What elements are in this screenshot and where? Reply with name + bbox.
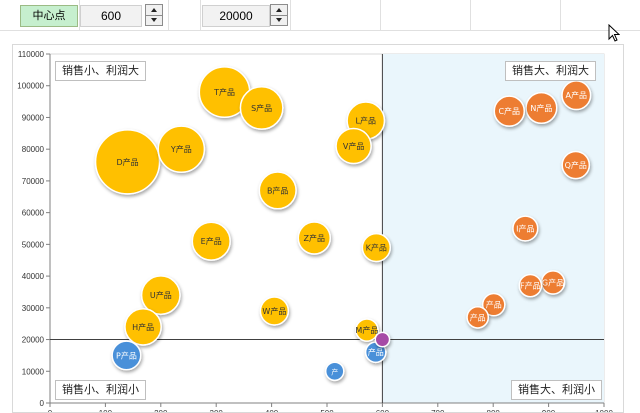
x-tick-label: 900 [542,409,556,412]
x-tick-label: 1000 [595,409,613,412]
bubble-label: V产品 [343,141,364,151]
bubble-label: M产品 [355,325,378,335]
quadrant-label-bottom-left: 销售小、利润小 [55,380,146,400]
bubble[interactable] [94,129,161,195]
y-tick-label: 110000 [18,50,45,59]
bubble-label: K产品 [366,243,387,253]
bubble-label: C产品 [498,106,520,116]
chart-plot-svg: 0100200300400500600700800900100001000020… [17,50,613,412]
x-tick-label: 300 [210,409,224,412]
x-tick-label: 500 [320,409,334,412]
bubble-label: 产品 [486,300,502,310]
y-tick-label: 90000 [22,113,45,122]
x-tick-label: 800 [487,409,501,412]
bubble[interactable] [481,292,506,317]
quadrant-label-top-right: 销售大、利润大 [505,61,596,81]
bubble[interactable] [355,318,379,342]
bubble[interactable] [518,273,543,298]
bubble[interactable] [140,275,181,316]
bubble-label: Z产品 [304,233,325,243]
bubble-label: U产品 [150,290,172,300]
bubble[interactable] [157,125,206,174]
bubble-label: 产 [331,367,338,376]
y-tick-label: 80000 [22,145,45,154]
center-point-label: 中心点 [20,5,78,27]
x-tick-label: 0 [48,409,53,412]
x-tick-label: 600 [376,409,390,412]
bubble[interactable] [361,232,392,263]
bubble[interactable] [297,221,332,255]
bubble[interactable] [466,305,490,329]
x-tick-label: 700 [431,409,445,412]
y-tick-label: 40000 [22,272,45,281]
bubble[interactable] [374,331,391,348]
center-y-increment-button[interactable] [271,5,287,16]
bubble-label: Q产品 [565,160,587,170]
bubble-label: 产品 [368,347,384,357]
quadrant-label-bottom-right: 销售大、利润小 [511,380,602,400]
bubble[interactable] [493,95,526,127]
chevron-up-icon [151,8,157,12]
y-tick-label: 30000 [22,304,45,313]
bubble[interactable] [525,91,558,125]
bubble-label: E产品 [201,236,222,246]
chevron-down-icon [151,18,157,22]
bubble-label: A产品 [566,90,587,100]
bubble-chart[interactable]: 0100200300400500600700800900100001000020… [12,44,624,413]
x-tick-label: 200 [154,409,168,412]
bubble-label: Y产品 [170,144,192,154]
bubble[interactable] [335,127,372,165]
quadrant-label-top-left: 销售小、利润大 [55,61,146,81]
bubble[interactable] [191,221,231,261]
bubble[interactable] [258,171,297,210]
bubble[interactable] [124,308,162,346]
y-tick-label: 20000 [22,336,45,345]
y-tick-label: 50000 [22,240,45,249]
chevron-down-icon [276,18,282,22]
y-tick-label: 100000 [17,82,44,91]
y-tick-label: 0 [40,399,45,408]
mouse-pointer-icon [608,24,620,42]
bubble-label: B产品 [267,185,289,195]
bubble-label: D产品 [116,157,138,167]
center-point-controls: 中心点 600 20000 [0,0,640,30]
bubble-label: G产品 [542,277,564,287]
center-x-decrement-button[interactable] [146,15,162,25]
bubble-label: S产品 [251,103,272,113]
bubble-label: L产品 [356,116,376,126]
bubble-label: F产品 [520,281,541,291]
quadrant-fill-right [382,54,604,403]
center-x-increment-button[interactable] [146,5,162,16]
center-x-spinner[interactable] [145,4,163,26]
bubble-label: I产品 [516,224,534,234]
x-tick-label: 400 [265,409,279,412]
center-y-decrement-button[interactable] [271,15,287,25]
bubble[interactable] [561,150,591,180]
bubble-label: W产品 [262,306,286,316]
bubble-label: N产品 [530,103,552,113]
center-y-spinner[interactable] [270,4,288,26]
center-y-value[interactable]: 20000 [202,5,270,27]
y-tick-label: 10000 [22,367,45,376]
bubble[interactable] [512,215,539,242]
bubble-label: P产品 [116,350,137,360]
bubble[interactable] [111,340,142,371]
center-x-value[interactable]: 600 [80,5,142,27]
y-tick-label: 70000 [22,177,45,186]
y-tick-label: 60000 [22,209,45,218]
bubble[interactable] [239,85,284,130]
x-tick-label: 100 [99,409,113,412]
bubble-label: H产品 [132,322,154,332]
bubble[interactable] [259,296,290,326]
chevron-up-icon [276,8,282,12]
bubble[interactable] [324,361,345,382]
bubble-label: 产品 [470,312,486,322]
bubble-label: T产品 [213,87,235,97]
